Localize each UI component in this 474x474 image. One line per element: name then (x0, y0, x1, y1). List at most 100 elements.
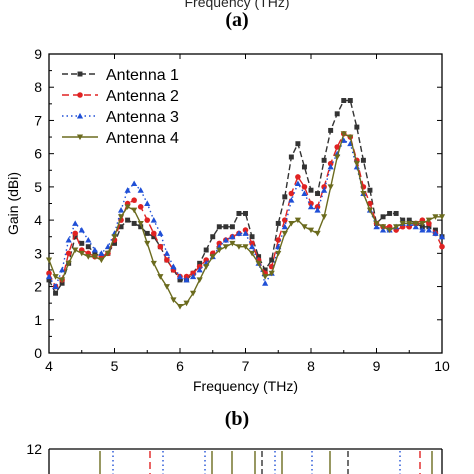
data-point (419, 224, 425, 230)
data-point (144, 230, 150, 236)
data-point (360, 191, 367, 197)
x-tick-label: 9 (373, 358, 381, 374)
data-point (334, 154, 341, 161)
data-point (288, 154, 294, 160)
legend-swatch-marker (77, 71, 83, 77)
data-point (131, 197, 137, 203)
data-point (124, 187, 131, 193)
data-point (176, 304, 184, 310)
data-point (157, 230, 164, 236)
data-point (72, 234, 78, 240)
data-point (262, 274, 269, 280)
data-point (137, 220, 144, 227)
data-point (91, 254, 98, 260)
y-tick-label: 0 (34, 345, 42, 361)
data-point (45, 257, 53, 264)
legend: Antenna 1 Antenna 2 Antenna 3 Antenna 4 (62, 67, 179, 147)
data-point (85, 254, 92, 260)
data-point (419, 220, 426, 227)
data-point (196, 266, 203, 273)
data-point (380, 214, 386, 220)
data-point (72, 230, 78, 237)
legend-item: Antenna 3 (62, 109, 179, 126)
data-point (269, 257, 275, 263)
legend-swatch-marker (76, 134, 84, 141)
data-point (183, 273, 190, 280)
data-point (176, 273, 184, 280)
data-point (157, 274, 164, 280)
data-point (295, 174, 301, 180)
data-point (301, 190, 308, 197)
x-tick-label: 7 (242, 358, 250, 374)
panel-label-a: (a) (225, 9, 249, 31)
legend-item: Antenna 2 (62, 88, 179, 105)
data-point (321, 187, 328, 193)
data-point (190, 270, 196, 277)
data-point (314, 207, 321, 213)
data-point (242, 230, 249, 236)
data-point (249, 234, 255, 240)
data-point (78, 250, 85, 257)
data-point (275, 220, 281, 226)
data-point (111, 234, 118, 240)
data-point (315, 191, 321, 197)
data-point (177, 277, 183, 283)
data-point (242, 244, 249, 250)
data-point (321, 214, 328, 220)
data-point (164, 257, 170, 263)
data-point (400, 217, 406, 223)
data-point (190, 290, 197, 297)
data-point (275, 250, 282, 257)
data-point (255, 260, 262, 267)
data-point (334, 144, 340, 150)
y-tick-label: 7 (34, 112, 42, 128)
data-point (426, 220, 432, 227)
data-point (124, 204, 131, 210)
data-point (98, 250, 105, 256)
data-point (308, 187, 314, 193)
data-point (327, 163, 334, 170)
data-point (248, 243, 256, 250)
data-point (118, 224, 124, 230)
x-tick-label: 8 (307, 358, 315, 374)
data-point (281, 230, 288, 237)
data-point (268, 270, 275, 277)
data-point (104, 250, 112, 257)
data-point (183, 300, 190, 307)
x-tick-label: 10 (434, 358, 450, 374)
data-point (209, 254, 216, 260)
data-point (229, 224, 235, 230)
data-point (295, 141, 301, 147)
data-point (151, 230, 157, 237)
data-point (328, 127, 334, 133)
data-point (294, 180, 301, 187)
data-point (65, 260, 72, 267)
data-point (432, 227, 438, 233)
series-antenna-2 (46, 130, 445, 290)
data-point (373, 220, 380, 227)
data-point (387, 210, 393, 216)
data-point (249, 240, 255, 247)
data-point (196, 263, 203, 270)
data-point (321, 157, 327, 163)
data-point (78, 226, 85, 233)
data-point (222, 244, 229, 250)
data-point (131, 180, 138, 187)
data-point (347, 98, 353, 103)
data-point (439, 243, 445, 250)
x-axis-title: Frequency (THz) (193, 378, 298, 394)
data-point (59, 280, 65, 286)
data-point (347, 134, 354, 141)
data-point (432, 214, 439, 220)
data-point (353, 161, 360, 167)
data-point (138, 224, 144, 230)
data-point (393, 210, 399, 216)
data-point (46, 270, 52, 277)
series-antenna-4 (45, 131, 446, 310)
data-point (288, 190, 295, 197)
data-point (150, 217, 157, 223)
data-point (197, 260, 203, 266)
data-point (307, 203, 315, 210)
series-line (48, 132, 442, 308)
data-point (236, 210, 242, 216)
